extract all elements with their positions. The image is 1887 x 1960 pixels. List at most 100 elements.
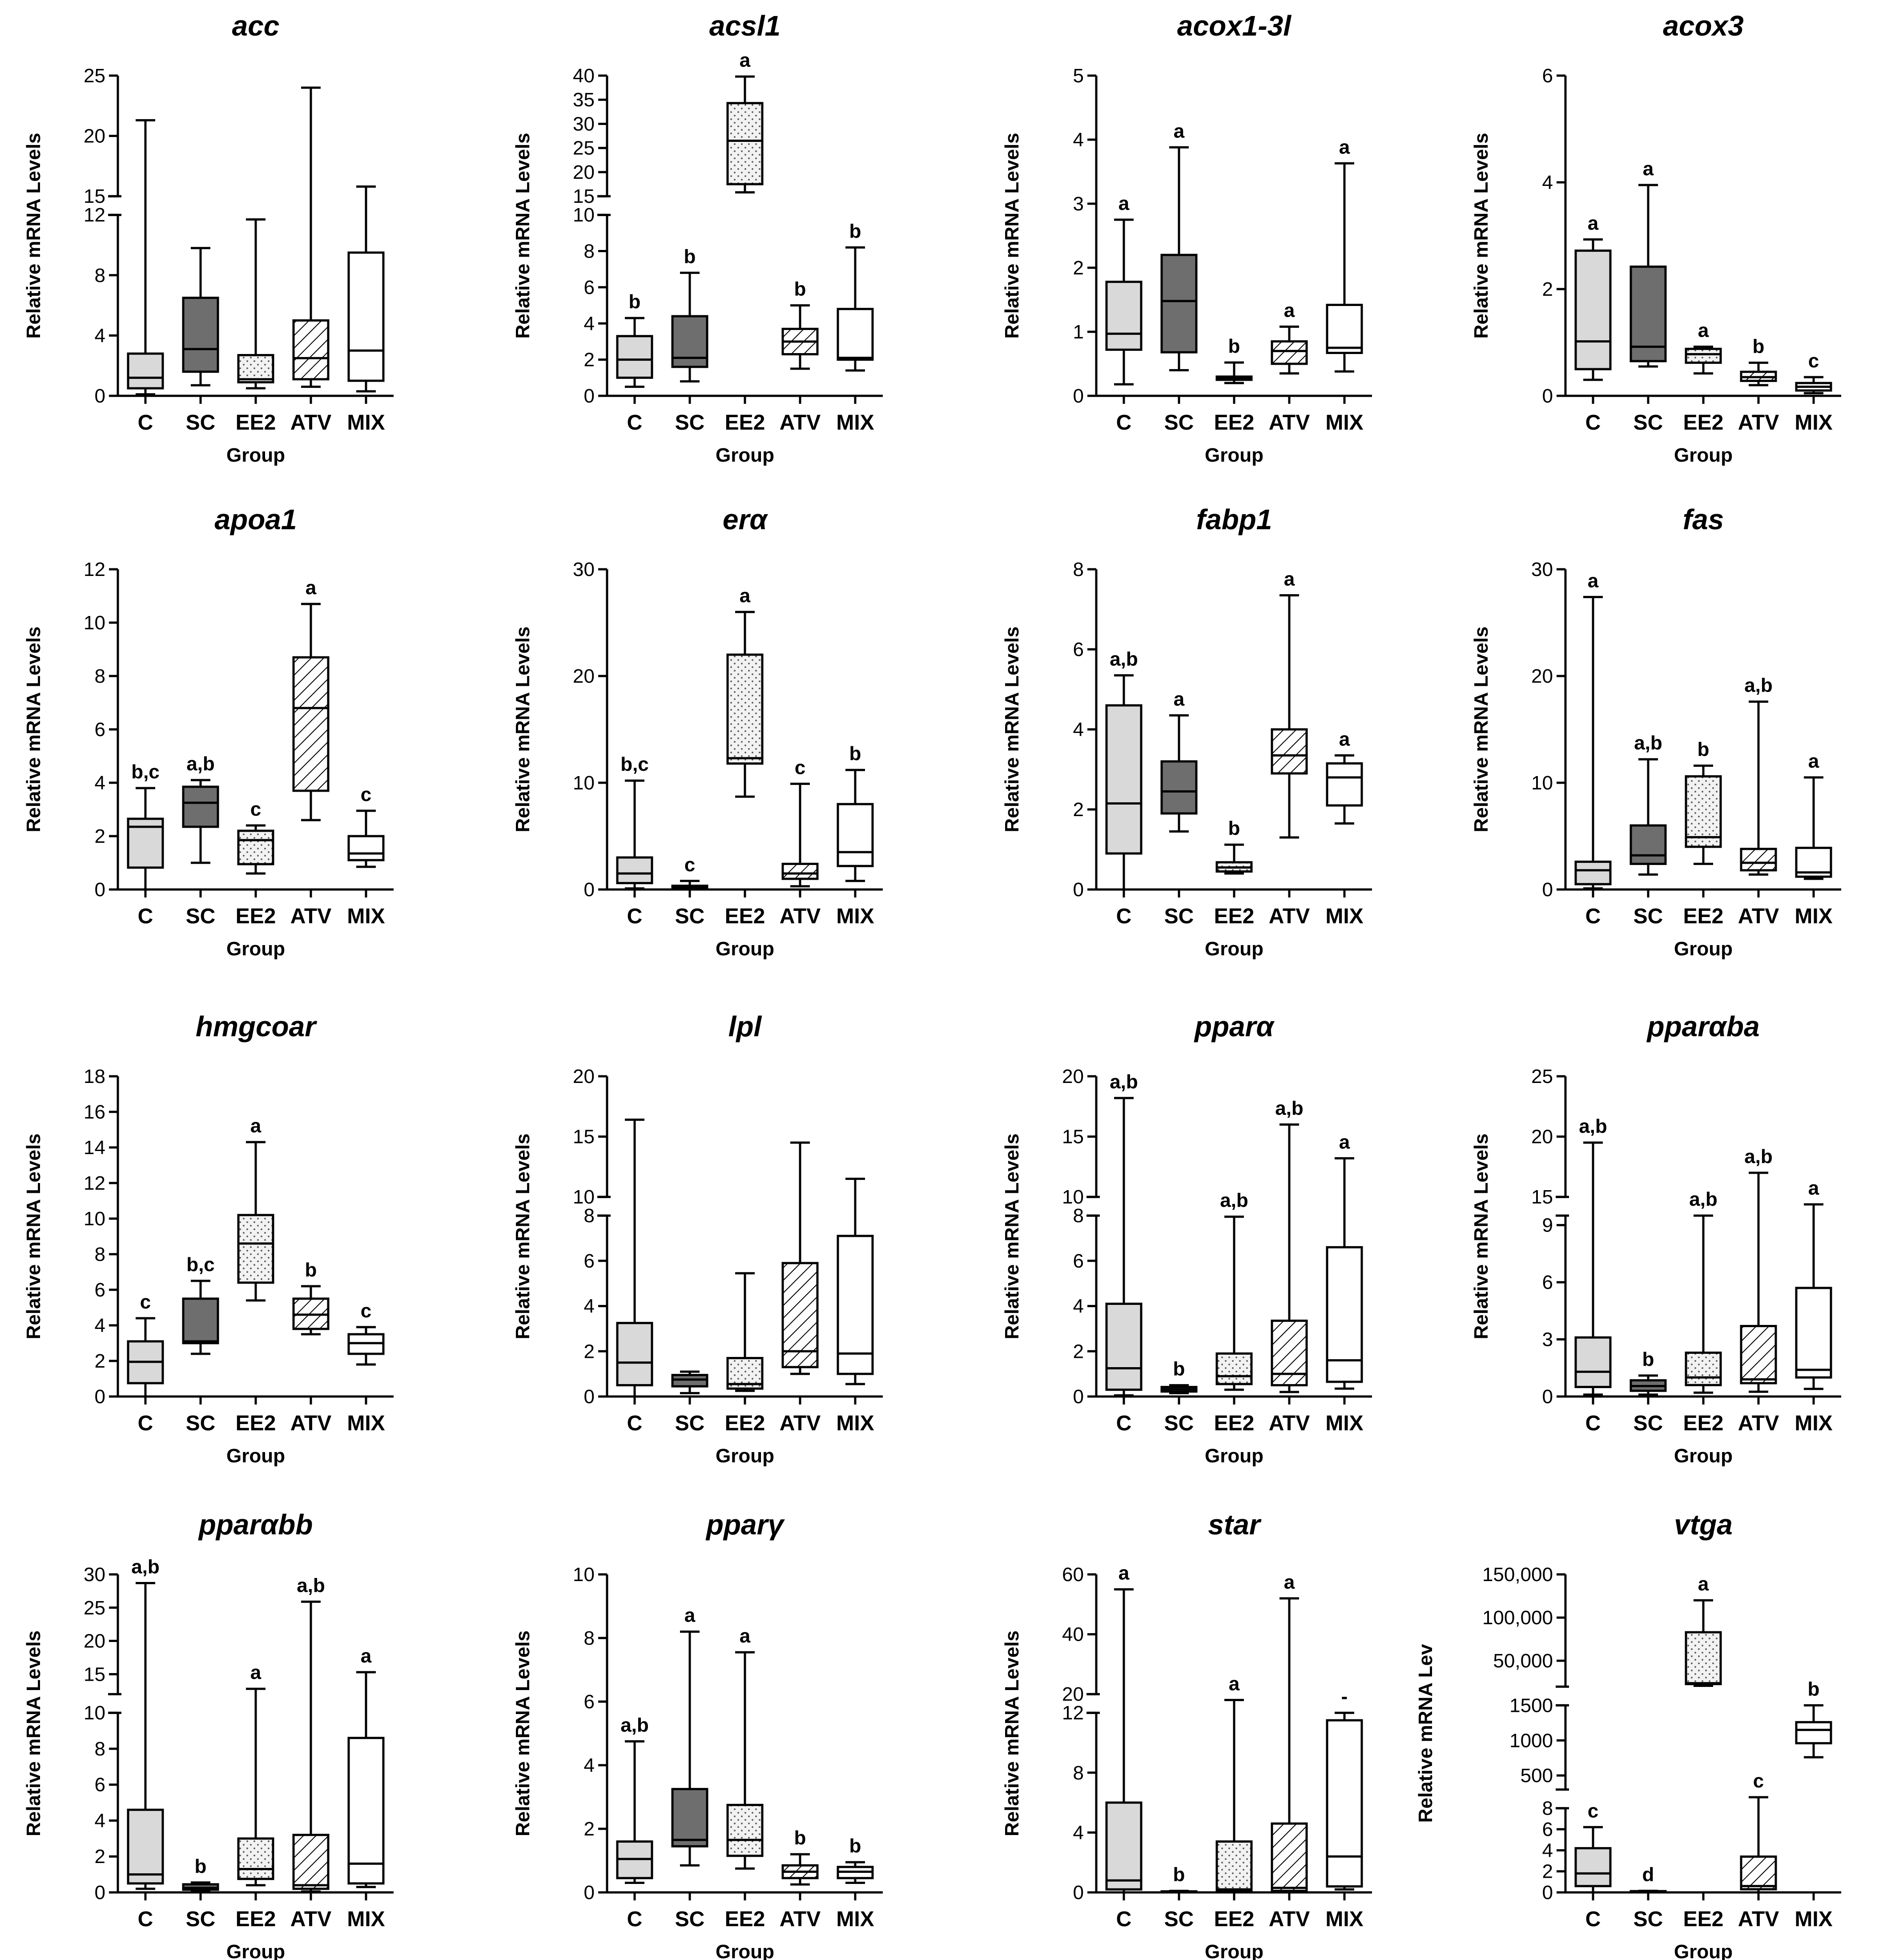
- x-tick-label: SC: [675, 1908, 705, 1931]
- box-C: a,b: [1574, 1115, 1612, 1396]
- box-iqr: [1574, 861, 1612, 885]
- panel-8: fas 0 10 20 30 Relative mRNA Levels a Ca,b SC b EE…: [1470, 503, 1841, 960]
- box-SC: [182, 247, 219, 386]
- y-axis-title: Relative mRNA Levels: [512, 133, 534, 338]
- x-tick-label: ATV: [780, 411, 821, 435]
- box-iqr: [1326, 304, 1363, 354]
- y-tick-label: 50,000: [1493, 1650, 1553, 1672]
- x-axis-title: Group: [226, 444, 285, 466]
- significance-label: c: [361, 784, 371, 805]
- panel-10: lpl 0 2 4 6 810 15 20 Relative mRNA Levels C SC EE2…: [512, 1010, 883, 1467]
- box-MIX: b: [837, 1835, 874, 1884]
- x-tick-label: EE2: [1214, 905, 1255, 928]
- x-tick-label: ATV: [780, 1908, 821, 1931]
- y-axis-title: Relative mRNA Levels: [512, 1133, 534, 1339]
- box-iqr: [671, 1374, 708, 1388]
- x-tick-label: MIX: [347, 411, 385, 435]
- y-tick-label: 0: [584, 385, 595, 407]
- panel-title: star: [1208, 1509, 1262, 1541]
- y-tick-label: 8: [1073, 559, 1084, 580]
- y-tick-label: 150,000: [1482, 1564, 1553, 1586]
- x-tick-label: MIX: [1325, 905, 1363, 928]
- x-tick-label: ATV: [780, 905, 821, 928]
- y-axis-title: Relative mRNA Levels: [23, 1133, 44, 1339]
- y-tick-label: 4: [584, 313, 595, 334]
- x-tick-label: ATV: [1269, 411, 1310, 435]
- x-tick-label: EE2: [1683, 1908, 1724, 1931]
- y-tick-label: 30: [1531, 559, 1553, 580]
- y-axis-title: Relative mRNA Levels: [1001, 1133, 1023, 1339]
- box-iqr: [292, 319, 330, 381]
- box-EE2: a: [726, 1625, 764, 1870]
- y-tick-label: 8: [1542, 1798, 1553, 1819]
- x-tick-label: C: [627, 1908, 643, 1931]
- box-ATV: a,b: [1740, 1146, 1777, 1393]
- x-axis-title: Group: [1205, 1445, 1263, 1467]
- panel-title: fas: [1683, 503, 1724, 535]
- x-tick-label: C: [627, 411, 643, 435]
- box-SC: d: [1629, 1863, 1667, 1894]
- x-tick-label: ATV: [1269, 1908, 1310, 1931]
- box-SC: c: [671, 854, 708, 891]
- box-iqr: [1105, 281, 1143, 351]
- y-tick-label: 4: [1542, 172, 1553, 193]
- y-tick-label: 6: [95, 719, 105, 741]
- panel-12: pparαba 0 3 6 9 15 20 25 Relative mRNA Levels a,b…: [1470, 1010, 1841, 1467]
- box-SC: b,c: [182, 1254, 219, 1355]
- box-ATV: a: [1271, 568, 1308, 839]
- box-iqr: [616, 1322, 653, 1387]
- x-tick-label: ATV: [1738, 411, 1779, 435]
- box-SC: b: [1160, 1864, 1198, 1894]
- y-tick-label: 0: [95, 385, 105, 407]
- box-ATV: a: [292, 577, 330, 821]
- box-SC: b: [182, 1855, 219, 1893]
- x-tick-label: SC: [675, 411, 705, 435]
- box-iqr: [1215, 1352, 1253, 1385]
- box-iqr: [347, 1737, 385, 1885]
- box-MIX: c: [347, 1300, 385, 1366]
- box-ATV: a: [1271, 299, 1308, 375]
- y-tick-label: 4: [1073, 719, 1084, 741]
- x-axis-title: Group: [716, 444, 774, 466]
- x-tick-label: EE2: [725, 905, 765, 928]
- x-axis-title: Group: [716, 938, 774, 960]
- box-MIX: b: [837, 743, 874, 882]
- y-tick-label: 10: [84, 612, 105, 634]
- box-SC: a: [1160, 120, 1198, 371]
- panel-9: hmgcoar 0 2 4 6 8 10 12 14 16 18 Relative mRNA Leve…: [23, 1010, 394, 1467]
- y-tick-label: 2: [584, 1340, 595, 1362]
- y-tick-label: 15: [1531, 1186, 1553, 1208]
- x-axis-title: Group: [1674, 938, 1733, 960]
- y-tick-label: 2: [1542, 278, 1553, 300]
- panel-title: pparαbb: [198, 1509, 313, 1541]
- box-iqr: [347, 251, 385, 382]
- x-tick-label: SC: [1164, 1412, 1194, 1435]
- box-C: b,c: [127, 761, 164, 891]
- box-iqr: [1685, 1352, 1722, 1386]
- y-tick-label: 25: [84, 1597, 105, 1619]
- y-tick-label: 25: [1531, 1066, 1553, 1087]
- y-tick-label: 8: [1073, 1205, 1084, 1227]
- box-ATV: b: [781, 278, 819, 370]
- y-tick-label: 3: [1073, 193, 1084, 215]
- box-iqr: [837, 1235, 874, 1375]
- significance-label: a,b: [620, 1714, 649, 1736]
- significance-label: a: [684, 1605, 696, 1626]
- x-tick-label: C: [138, 905, 153, 928]
- y-tick-label: 20: [573, 665, 595, 687]
- x-tick-label: ATV: [1269, 905, 1310, 928]
- significance-label: b,c: [131, 761, 160, 783]
- y-tick-label: 0: [584, 879, 595, 901]
- x-tick-label: MIX: [1794, 1412, 1832, 1435]
- box-ATV: [781, 1141, 819, 1375]
- x-tick-label: EE2: [236, 411, 276, 435]
- x-tick-label: MIX: [836, 1412, 874, 1435]
- significance-label: c: [140, 1291, 151, 1313]
- y-axis-title: Relative mRNA Levels: [1470, 133, 1492, 338]
- significance-label: c: [1753, 1770, 1764, 1792]
- significance-label: b: [684, 246, 696, 267]
- box-MIX: a: [1326, 728, 1363, 825]
- x-tick-label: EE2: [1214, 411, 1255, 435]
- x-tick-label: C: [138, 1412, 153, 1435]
- box-ATV: a,b: [292, 1574, 330, 1893]
